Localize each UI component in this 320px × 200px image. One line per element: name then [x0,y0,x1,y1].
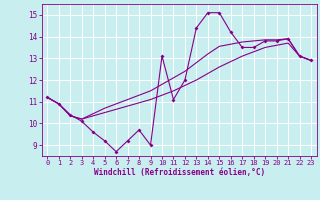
X-axis label: Windchill (Refroidissement éolien,°C): Windchill (Refroidissement éolien,°C) [94,168,265,177]
